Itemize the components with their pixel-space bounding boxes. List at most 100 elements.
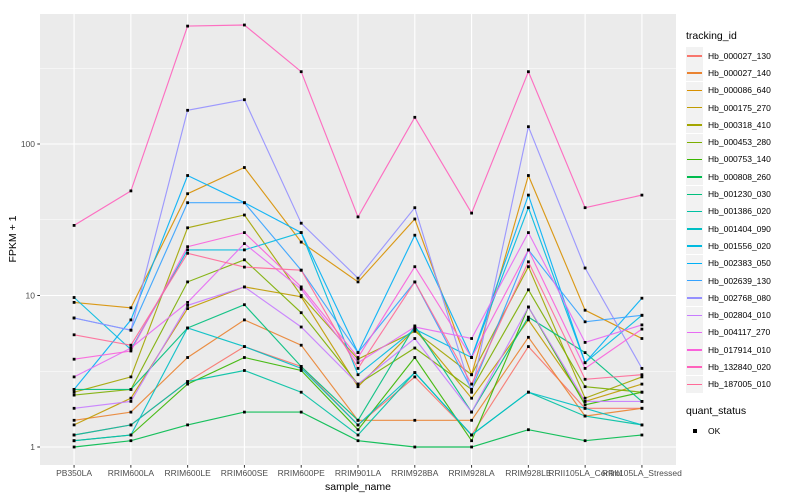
legend-line-icon	[687, 72, 702, 74]
data-point	[583, 439, 587, 443]
legend-item: Hb_000086_640	[686, 81, 798, 99]
legend-key-swatch	[686, 133, 703, 151]
data-point	[243, 285, 246, 289]
data-point	[356, 276, 360, 280]
data-point	[72, 301, 76, 304]
legend-item: Hb_002804_010	[686, 306, 798, 324]
data-point	[527, 318, 530, 322]
legend-item-label: Hb_000027_140	[708, 67, 771, 78]
data-point	[413, 337, 417, 340]
legend-item-label: Hb_000808_260	[708, 171, 771, 182]
data-point	[129, 343, 133, 347]
data-point	[243, 213, 246, 217]
data-point	[583, 361, 587, 365]
legend-item-label: Hb_001404_090	[708, 223, 771, 234]
data-point	[527, 70, 530, 74]
data-point	[527, 125, 530, 129]
legend-item-label: Hb_001386_020	[708, 206, 771, 217]
data-point	[470, 418, 473, 422]
data-point	[186, 174, 189, 177]
legend-item: Hb_002639_130	[686, 272, 798, 289]
data-point	[186, 192, 189, 196]
data-point	[299, 221, 303, 225]
data-point	[583, 414, 587, 418]
legend-item: Hb_001556_020	[686, 237, 798, 255]
data-point	[186, 108, 189, 112]
data-point	[129, 346, 133, 350]
legend-item-label: Hb_000318_410	[708, 119, 771, 130]
legend-key-swatch	[686, 237, 703, 255]
legend-key-swatch	[686, 64, 703, 82]
data-point	[186, 24, 189, 28]
data-point	[186, 304, 189, 307]
quant-status-label: OK	[708, 425, 721, 436]
x-axis-title: sample_name	[325, 481, 391, 493]
data-point	[356, 367, 360, 370]
x-tick-label: RRIM901LA	[335, 468, 382, 478]
legend-key-swatch	[686, 47, 703, 65]
data-point	[186, 307, 189, 310]
data-point	[640, 327, 644, 331]
data-point	[356, 356, 360, 359]
data-point	[356, 382, 360, 386]
data-point	[470, 396, 473, 400]
data-point	[243, 303, 246, 307]
legend-line-icon	[687, 314, 702, 316]
y-axis-title: FPKM + 1	[7, 215, 19, 263]
legend-item-label: Hb_001556_020	[708, 240, 771, 251]
x-tick-label: RRIM600SE	[221, 468, 269, 478]
legend-line-icon	[687, 245, 702, 247]
data-point	[640, 313, 644, 317]
data-point	[299, 410, 303, 414]
data-point	[243, 410, 246, 414]
legend-key-swatch	[686, 341, 703, 359]
legend-line-icon	[687, 107, 702, 109]
data-point	[186, 380, 189, 383]
legend-item-label: Hb_002804_010	[708, 310, 771, 321]
data-point	[129, 439, 133, 443]
data-point	[186, 301, 189, 304]
data-point	[356, 357, 360, 361]
data-point	[129, 433, 133, 437]
data-point	[413, 280, 417, 284]
data-point	[356, 215, 360, 219]
legend-key-swatch	[686, 375, 703, 393]
quant-key-swatch	[686, 422, 703, 440]
data-point	[470, 433, 473, 437]
data-point	[527, 265, 530, 269]
data-point	[72, 224, 76, 227]
data-point	[356, 433, 360, 437]
x-tick-label: RRII105LA_Control	[548, 468, 622, 478]
data-point	[186, 356, 189, 359]
data-point	[583, 406, 587, 410]
data-point	[186, 226, 189, 230]
data-point	[129, 328, 133, 332]
data-point	[583, 377, 587, 381]
data-point	[129, 400, 133, 403]
quant-status-legend-title: quant_status	[686, 404, 747, 417]
legend-line-icon	[687, 366, 702, 368]
data-point	[299, 343, 303, 347]
data-point	[413, 329, 417, 333]
data-point	[470, 390, 473, 394]
data-point	[129, 410, 133, 414]
data-point	[299, 240, 303, 244]
y-tick-label: 1	[30, 442, 35, 452]
legend-item: Hb_000027_140	[686, 64, 798, 82]
legend-item: Hb_001404_090	[686, 220, 798, 238]
data-point	[72, 445, 76, 449]
data-point	[186, 326, 189, 330]
legend-item: Hb_002768_080	[686, 289, 798, 307]
legend-item: Hb_002383_050	[686, 254, 798, 272]
legend-key-swatch	[686, 99, 703, 117]
legend-key-swatch	[686, 168, 703, 186]
data-point	[527, 345, 530, 348]
data-point	[186, 245, 189, 249]
data-point	[413, 206, 417, 210]
data-point	[72, 333, 76, 337]
data-point	[72, 423, 76, 427]
legend-key-swatch	[686, 185, 703, 203]
legend-item: Hb_004117_270	[686, 323, 798, 341]
legend-line-icon	[687, 158, 702, 161]
legend-line-icon	[687, 383, 702, 386]
